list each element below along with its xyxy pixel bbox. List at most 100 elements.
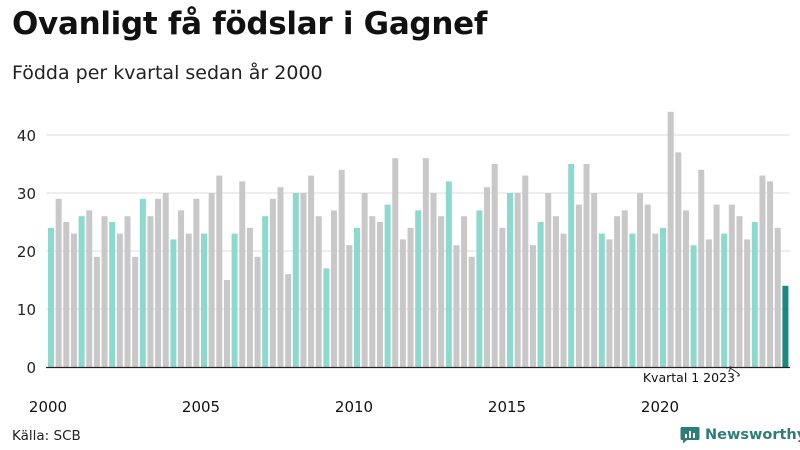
bar-2001Q2 — [86, 210, 93, 367]
bar-2006Q2 — [239, 181, 246, 367]
y-tick-label: 10 — [17, 301, 36, 319]
bar-2005Q1 — [201, 233, 207, 367]
bar-2003Q1 — [139, 198, 146, 367]
bar-2010Q2 — [361, 193, 368, 367]
bar-2021Q3 — [705, 239, 712, 367]
bar-2004Q3 — [185, 233, 192, 367]
bar-2002Q3 — [124, 216, 131, 367]
bar-2014Q4 — [499, 227, 506, 367]
bar-2008Q1 — [292, 193, 299, 367]
bar-2013Q2 — [453, 245, 460, 367]
annotation-arrowhead — [725, 366, 732, 373]
bar-2020Q4 — [682, 210, 689, 367]
bar-2014Q3 — [491, 164, 498, 367]
bar-2004Q1 — [170, 239, 177, 367]
annotation-label: Kvartal 1 2023 — [643, 370, 735, 385]
bar-2017Q3 — [583, 164, 590, 367]
bar-undefined — [767, 181, 774, 367]
bar-2010Q4 — [376, 222, 383, 367]
bar-2022Q3 — [736, 216, 743, 367]
x-axis-ticks: 2000 2005 2010 2015 2020 — [29, 398, 679, 416]
x-tick-label: 2010 — [335, 398, 373, 416]
bar-2016Q4 — [560, 233, 567, 367]
bar-2008Q4 — [315, 216, 322, 367]
bar-2018Q3 — [614, 216, 621, 367]
bar-2019Q2 — [637, 193, 644, 367]
bar-2021Q1 — [690, 245, 697, 367]
bar-2012Q4 — [438, 216, 445, 367]
bar-2005Q3 — [216, 175, 223, 367]
bar-2011Q1 — [384, 204, 391, 367]
bar-2018Q2 — [606, 239, 613, 367]
chart-subtitle: Födda per kvartal sedan år 2000 — [12, 62, 323, 84]
bar-2020Q3 — [675, 152, 682, 367]
bar-2018Q4 — [621, 210, 628, 367]
bar-2011Q3 — [399, 239, 406, 367]
bar-2017Q4 — [591, 193, 598, 367]
bar-2006Q4 — [254, 256, 261, 367]
x-tick-label: 2015 — [488, 398, 526, 416]
bar-2013Q4 — [468, 256, 475, 367]
bar-2015Q1 — [507, 193, 513, 367]
y-tick-label: 20 — [17, 243, 36, 261]
bar-2012Q1 — [415, 210, 422, 367]
bar-2019Q1 — [629, 233, 636, 367]
bar-2007Q1 — [262, 216, 269, 367]
bar-2018Q1 — [598, 233, 605, 367]
bar-2000Q3 — [63, 222, 70, 367]
x-tick-label: 2000 — [29, 398, 67, 416]
bar-2021Q4 — [713, 204, 720, 367]
bar-2021Q2 — [698, 169, 705, 367]
bar-2017Q2 — [575, 204, 582, 367]
bar-2016Q3 — [552, 216, 559, 367]
bar-2019Q4 — [652, 233, 659, 367]
bar-2002Q1 — [109, 222, 116, 367]
bar-2015Q4 — [529, 245, 536, 367]
bar-undefined — [782, 285, 789, 367]
bar-2011Q2 — [392, 158, 399, 367]
bar-2014Q2 — [484, 187, 491, 367]
bar-undefined — [759, 175, 766, 367]
bar-2008Q3 — [308, 175, 315, 367]
bar-2011Q4 — [407, 227, 414, 367]
bar-2007Q3 — [277, 187, 284, 367]
bar-2020Q1 — [660, 227, 666, 367]
bar-2014Q1 — [476, 210, 483, 367]
bar-undefined — [774, 227, 781, 367]
bar-2015Q2 — [514, 193, 521, 367]
newsworthy-logo-icon — [680, 427, 700, 444]
bar-2007Q2 — [269, 198, 276, 367]
chart-title: Ovanligt få födslar i Gagnef — [12, 6, 488, 42]
bar-2000Q4 — [70, 233, 77, 367]
bar-2022Q2 — [728, 204, 735, 367]
brand-name: Newsworthy — [705, 427, 800, 443]
bar-2008Q2 — [300, 193, 307, 367]
bar-2001Q4 — [101, 216, 108, 367]
bar-2004Q2 — [178, 210, 185, 367]
bar-2009Q3 — [338, 169, 345, 367]
bar-2023Q1 — [751, 222, 758, 367]
source-note: Källa: SCB — [12, 428, 81, 444]
bar-2002Q2 — [116, 233, 123, 367]
bar-2022Q4 — [744, 239, 751, 367]
bar-2003Q4 — [162, 193, 169, 367]
brand-logo: Newsworthy — [680, 426, 800, 444]
bar-2003Q2 — [147, 216, 154, 367]
bar-2003Q3 — [155, 198, 162, 367]
bar-2012Q2 — [422, 158, 429, 367]
bar-2004Q4 — [193, 198, 200, 367]
bar-2013Q3 — [461, 216, 468, 367]
bar-2020Q2 — [667, 111, 674, 367]
bar-2013Q1 — [445, 181, 452, 367]
bar-2006Q1 — [231, 233, 238, 367]
bar-2001Q1 — [78, 216, 85, 367]
bar-2019Q3 — [644, 204, 651, 367]
bar-2015Q3 — [522, 175, 529, 367]
bar-2005Q2 — [208, 193, 215, 367]
bar-2001Q3 — [93, 256, 100, 367]
bars — [48, 111, 789, 367]
bar-2017Q1 — [568, 164, 575, 367]
bar-2009Q1 — [323, 268, 330, 367]
bar-2000Q2 — [55, 198, 62, 367]
bar-2022Q1 — [721, 233, 728, 367]
